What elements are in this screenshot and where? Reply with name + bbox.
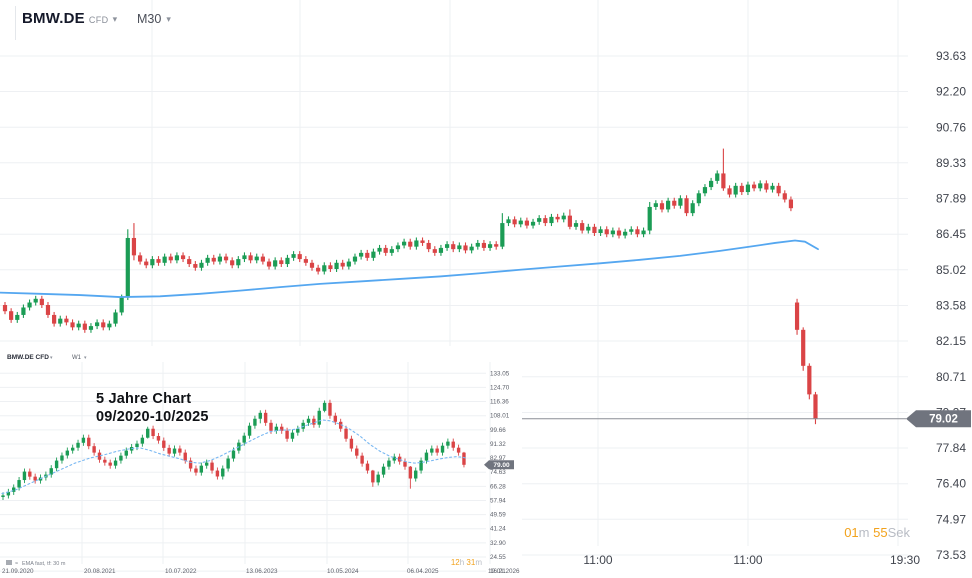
svg-text:74.97: 74.97 [936, 512, 966, 526]
price-axis[interactable]: 133.05124.70116.36108.0199.6691.3282.977… [490, 370, 510, 575]
svg-text:86.45: 86.45 [936, 227, 966, 241]
countdown-seconds: 55 [873, 525, 888, 540]
svg-text:91.32: 91.32 [490, 441, 506, 448]
svg-text:82.97: 82.97 [490, 455, 506, 462]
svg-text:76.40: 76.40 [936, 477, 966, 491]
annotation-line2: 09/2020-10/2025 [96, 409, 209, 425]
legend-wave-icon: ≈ [15, 561, 18, 567]
svg-text:89.33: 89.33 [936, 156, 966, 170]
svg-text:80.71: 80.71 [936, 370, 966, 384]
svg-text:20.08.2021: 20.08.2021 [84, 568, 116, 575]
svg-text:73.53: 73.53 [936, 548, 966, 562]
inset-5y-chart-panel[interactable]: BMW.DE CFD ▾ W1 ▾ ≈ EMA fast, tf: 30 m 1… [0, 346, 522, 578]
svg-text:99.66: 99.66 [490, 427, 506, 434]
svg-text:11:00: 11:00 [583, 553, 612, 567]
svg-text:06.04.2025: 06.04.2025 [407, 568, 439, 575]
symbol-selector[interactable]: BMW.DE CFD ▾ [22, 10, 117, 27]
svg-text:10.07.2022: 10.07.2022 [165, 568, 197, 575]
gridlines [0, 362, 491, 572]
svg-text:124.70: 124.70 [490, 384, 510, 391]
svg-text:66.28: 66.28 [490, 483, 506, 490]
svg-text:79.00: 79.00 [493, 462, 510, 469]
instrument-type-label: CFD [88, 15, 109, 25]
current-price-marker: 79.00 [484, 460, 514, 470]
svg-text:74.63: 74.63 [490, 469, 506, 476]
svg-text:93.63: 93.63 [936, 49, 966, 63]
annotation-line1: 5 Jahre Chart [96, 391, 192, 407]
svg-text:83.58: 83.58 [936, 299, 966, 313]
svg-text:19.01.2026: 19.01.2026 [488, 568, 520, 575]
candle-countdown: 01m 55Sek [844, 525, 910, 540]
svg-text:90.76: 90.76 [936, 120, 966, 134]
inset-annotation: 5 Jahre Chart 09/2020-10/2025 [96, 390, 209, 426]
toolbar-divider [15, 6, 16, 40]
inset-symbol-label[interactable]: BMW.DE CFD [7, 354, 49, 361]
candlestick-series [2, 148, 818, 425]
svg-text:11:00: 11:00 [733, 553, 762, 567]
inset-candlestick-chart[interactable]: BMW.DE CFD ▾ W1 ▾ ≈ EMA fast, tf: 30 m 1… [0, 346, 522, 578]
svg-text:79.02: 79.02 [929, 414, 958, 426]
ema-line [1, 419, 467, 495]
ema-indicator-legend[interactable]: ≈ EMA fast, tf: 30 m [6, 560, 66, 567]
svg-text:92.20: 92.20 [936, 85, 966, 99]
svg-text:57.94: 57.94 [490, 497, 506, 504]
inset-candle-countdown: 12h 31m [451, 558, 483, 567]
chevron-down-icon[interactable]: ▾ [50, 355, 53, 361]
time-axis[interactable]: 11:00 11:00 19:30 [583, 553, 920, 567]
legend-swatch-icon [6, 560, 12, 565]
svg-text:116.36: 116.36 [490, 399, 509, 406]
svg-text:133.05: 133.05 [490, 370, 510, 377]
countdown-seconds-unit: Sek [887, 525, 910, 540]
svg-text:19:30: 19:30 [890, 553, 920, 567]
chevron-down-icon[interactable]: ▾ [112, 14, 118, 24]
countdown-minutes-unit: m [858, 525, 870, 540]
svg-text:87.89: 87.89 [936, 192, 966, 206]
chevron-down-icon[interactable]: ▾ [84, 355, 87, 361]
svg-text:41.24: 41.24 [490, 526, 506, 533]
inset-timeframe-label[interactable]: W1 [72, 355, 82, 361]
svg-text:77.84: 77.84 [936, 441, 966, 455]
price-axis[interactable]: 93.63 92.20 90.76 89.33 87.89 86.45 85.02 83.58… [936, 49, 966, 562]
svg-text:82.15: 82.15 [936, 334, 966, 348]
time-axis[interactable]: 21.09.2020 20.08.2021 10.07.2022 13.06.2023… [2, 568, 520, 575]
symbol-label: BMW.DE [22, 10, 85, 27]
ema-legend-label: EMA fast, tf: 30 m [22, 561, 66, 567]
svg-text:16.21: 16.21 [490, 568, 506, 575]
timeframe-selector[interactable]: M30 ▾ [137, 12, 171, 26]
svg-text:10.05.2024: 10.05.2024 [327, 568, 359, 575]
ema-line [0, 239, 819, 298]
svg-text:49.59: 49.59 [490, 512, 506, 519]
svg-text:85.02: 85.02 [936, 263, 966, 277]
chevron-down-icon[interactable]: ▾ [166, 14, 171, 24]
svg-text:13.06.2023: 13.06.2023 [246, 568, 278, 575]
svg-text:24.55: 24.55 [490, 554, 506, 561]
countdown-minutes: 01 [844, 525, 859, 540]
svg-text:21.09.2020: 21.09.2020 [2, 568, 34, 575]
timeframe-label: M30 [137, 12, 162, 26]
svg-text:108.01: 108.01 [490, 413, 510, 420]
candlestick-series [1, 399, 466, 501]
svg-text:32.90: 32.90 [490, 540, 506, 547]
